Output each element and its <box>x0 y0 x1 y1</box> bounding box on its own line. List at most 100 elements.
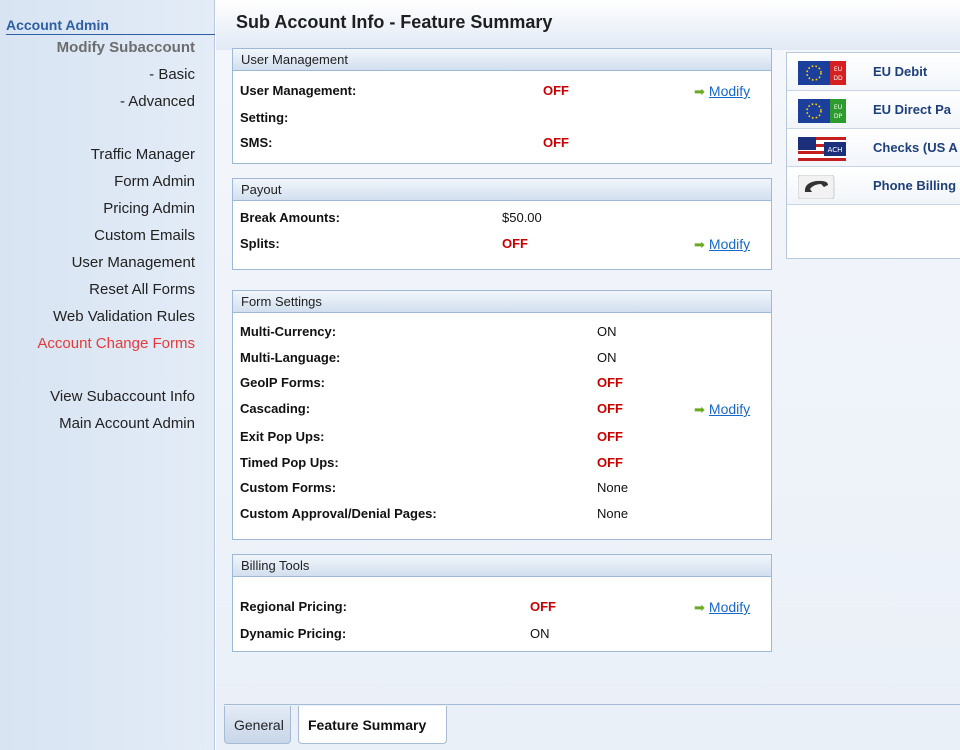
sidebar-title: Account Admin <box>6 17 215 35</box>
user-management-panel: User Management User Management: OFF ➡ Mo… <box>232 48 772 164</box>
arrow-right-icon: ➡ <box>694 84 705 99</box>
phone-icon <box>798 175 835 199</box>
row-multi-currency: Multi-Currency: ON <box>240 322 765 342</box>
tab-general[interactable]: General <box>224 706 291 744</box>
svg-text:DD: DD <box>833 75 843 82</box>
billing-tools-panel: Billing Tools Regional Pricing: OFF ➡ Mod… <box>232 554 772 652</box>
row-splits: Splits: OFF ➡ Modify <box>240 234 765 254</box>
svg-text:EU: EU <box>834 104 842 111</box>
arrow-right-icon: ➡ <box>694 402 705 417</box>
row-exit-pop-ups: Exit Pop Ups: OFF <box>240 427 765 447</box>
row-value: OFF <box>543 83 569 98</box>
row-custom-approval-denial-pages: Custom Approval/Denial Pages: None <box>240 504 765 524</box>
sidebar-nav: Modify Subaccount - Basic - Advanced Tra… <box>37 40 195 443</box>
row-value: OFF <box>543 135 569 150</box>
sidebar-item-advanced[interactable]: - Advanced <box>119 93 195 110</box>
form-settings-panel: Form Settings Multi-Currency: ON Multi-L… <box>232 290 772 540</box>
panel-header: User Management <box>233 49 771 71</box>
row-value: OFF <box>597 401 623 416</box>
modify-button[interactable]: ➡ Modify <box>694 399 750 420</box>
row-cascading: Cascading: OFF ➡ Modify <box>240 399 765 419</box>
row-label: Setting: <box>240 110 289 125</box>
row-break-amounts: Break Amounts: $50.00 <box>240 208 765 228</box>
sidebar-item-user-management[interactable]: User Management <box>71 254 195 271</box>
row-value: ON <box>530 626 550 641</box>
payment-name: EU Direct Pa <box>873 102 952 117</box>
row-value: None <box>597 506 629 521</box>
sidebar-item-reset-all-forms[interactable]: Reset All Forms <box>89 281 195 298</box>
row-regional-pricing: Regional Pricing: OFF ➡ Modify <box>240 597 765 617</box>
row-multi-language: Multi-Language: ON <box>240 348 765 368</box>
sidebar-item-main-account-admin[interactable]: Main Account Admin <box>59 415 195 432</box>
row-label: Dynamic Pricing: <box>240 626 347 641</box>
page-title: Sub Account Info - Feature Summary <box>236 12 553 32</box>
modify-button[interactable]: ➡ Modify <box>694 597 750 618</box>
tab-feature-summary[interactable]: Feature Summary <box>298 706 447 744</box>
payment-name: Phone Billing <box>873 178 957 193</box>
row-label: GeoIP Forms: <box>240 375 326 390</box>
row-value: OFF <box>597 455 623 470</box>
sidebar-item-traffic-manager[interactable]: Traffic Manager <box>90 146 195 163</box>
row-label: Splits: <box>240 236 280 251</box>
tab-bar: General Feature Summary <box>224 704 960 750</box>
row-value: $50.00 <box>502 210 542 225</box>
payment-item-phone-billing[interactable]: Phone Billing <box>787 167 960 205</box>
row-custom-forms: Custom Forms: None <box>240 478 765 498</box>
sidebar-spacer <box>37 121 195 147</box>
payment-name: EU Debit <box>873 64 928 79</box>
payment-item-checks-us[interactable]: ACH Checks (US A <box>787 129 960 167</box>
row-label: Custom Approval/Denial Pages: <box>240 506 437 521</box>
payment-item-eu-direct-pay[interactable]: EU DP EU Direct Pa <box>787 91 960 129</box>
sidebar-item-web-validation-rules[interactable]: Web Validation Rules <box>52 308 195 325</box>
sidebar-item-pricing-admin[interactable]: Pricing Admin <box>103 200 195 217</box>
row-value: ON <box>597 350 617 365</box>
modify-link[interactable]: Modify <box>708 236 751 252</box>
sidebar-item-basic[interactable]: - Basic <box>149 66 195 83</box>
payout-panel: Payout Break Amounts: $50.00 Splits: OFF… <box>232 178 772 270</box>
modify-link[interactable]: Modify <box>708 401 751 417</box>
row-value: OFF <box>597 375 623 390</box>
svg-text:EU: EU <box>834 66 842 73</box>
row-timed-pop-ups: Timed Pop Ups: OFF <box>240 453 765 473</box>
row-value: None <box>597 480 629 495</box>
row-value: ON <box>597 324 617 339</box>
sidebar-item-form-admin[interactable]: Form Admin <box>114 173 195 190</box>
sidebar-item-custom-emails[interactable]: Custom Emails <box>94 227 195 244</box>
row-label: Multi-Currency: <box>240 324 337 339</box>
row-label: Timed Pop Ups: <box>240 455 339 470</box>
modify-link[interactable]: Modify <box>708 599 751 615</box>
row-label: Break Amounts: <box>240 210 340 225</box>
sidebar-item-modify-subaccount: Modify Subaccount <box>56 39 195 56</box>
row-user-management: User Management: OFF ➡ Modify <box>240 81 765 101</box>
row-label: Cascading: <box>240 401 311 416</box>
row-sms: SMS: OFF <box>240 133 765 153</box>
panel-header: Payout <box>233 179 771 201</box>
row-label: User Management: <box>240 83 357 98</box>
payment-item-eu-debit[interactable]: EU DD EU Debit <box>787 53 960 91</box>
row-label: SMS: <box>240 135 273 150</box>
sidebar-item-view-subaccount-info[interactable]: View Subaccount Info <box>50 388 195 405</box>
modify-button[interactable]: ➡ Modify <box>694 81 750 102</box>
main-content: Sub Account Info - Feature Summary User … <box>216 0 960 750</box>
arrow-right-icon: ➡ <box>694 237 705 252</box>
sidebar-item-account-change-forms[interactable]: Account Change Forms <box>37 335 195 352</box>
row-value: OFF <box>502 236 528 251</box>
row-value: OFF <box>530 599 556 614</box>
modify-link[interactable]: Modify <box>708 83 751 99</box>
svg-text:ACH: ACH <box>828 146 843 154</box>
row-setting: Setting: <box>240 108 765 128</box>
panel-header: Billing Tools <box>233 555 771 577</box>
sidebar: Account Admin Modify Subaccount - Basic … <box>0 0 215 750</box>
page-header: Sub Account Info - Feature Summary <box>216 0 960 50</box>
row-geoip-forms: GeoIP Forms: OFF <box>240 373 765 393</box>
row-label: Exit Pop Ups: <box>240 429 325 444</box>
payment-name: Checks (US A <box>873 140 958 155</box>
row-label: Custom Forms: <box>240 480 337 495</box>
eu-direct-pay-icon: EU DP <box>798 99 846 123</box>
arrow-right-icon: ➡ <box>694 600 705 615</box>
svg-text:DP: DP <box>834 113 843 120</box>
modify-button[interactable]: ➡ Modify <box>694 234 750 255</box>
panel-header: Form Settings <box>233 291 771 313</box>
row-label: Regional Pricing: <box>240 599 347 614</box>
payment-methods-list: EU DD EU Debit EU DP EU Direct Pa <box>786 52 960 259</box>
